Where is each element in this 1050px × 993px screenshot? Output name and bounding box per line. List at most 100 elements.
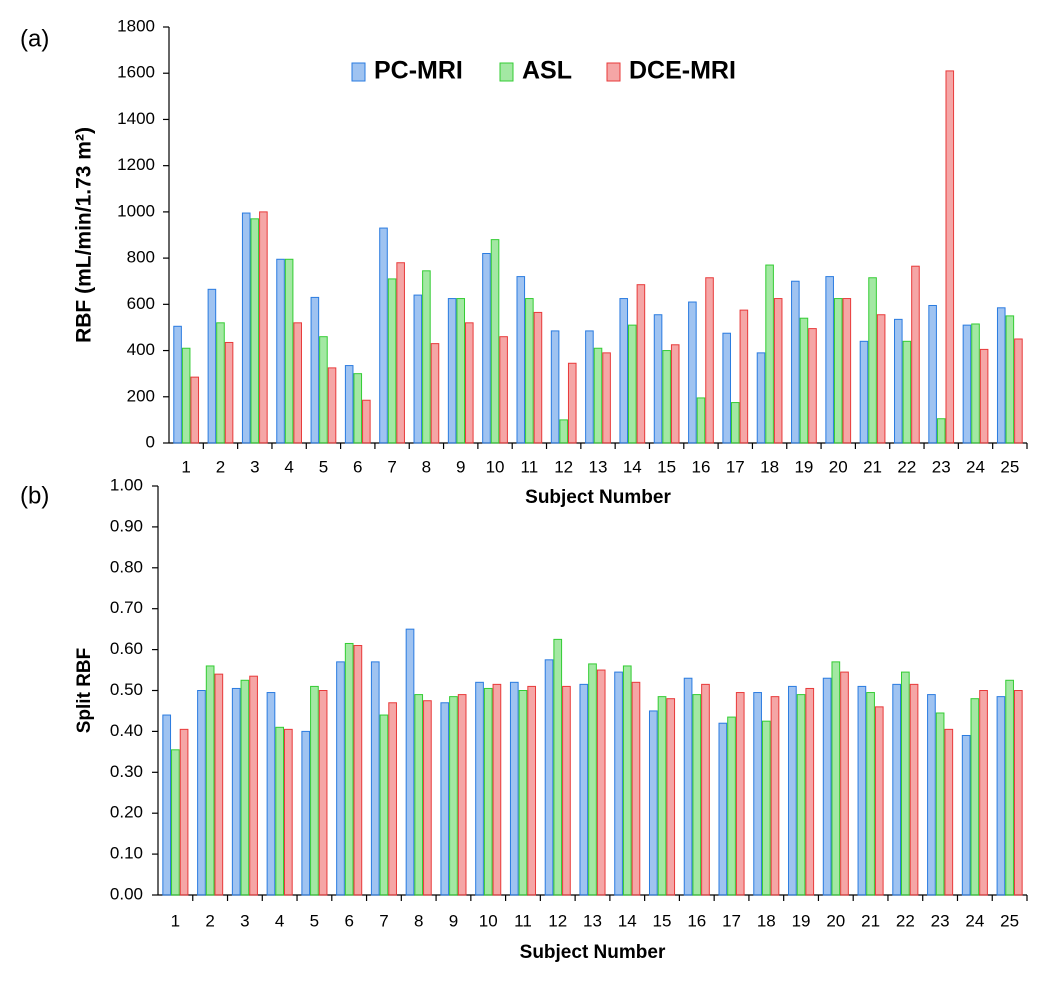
- bar: [657, 696, 667, 896]
- bar: [900, 671, 910, 896]
- bar: [935, 712, 945, 896]
- bar: [874, 706, 884, 896]
- bar: [911, 265, 920, 444]
- bar: [241, 212, 251, 444]
- x-tick-label: 12: [548, 911, 567, 930]
- bar: [319, 336, 328, 444]
- bar: [414, 694, 424, 896]
- bar: [662, 350, 671, 444]
- bar: [173, 325, 182, 444]
- bar: [670, 344, 680, 444]
- bar: [696, 397, 706, 444]
- x-tick-label: 18: [757, 911, 776, 930]
- bar: [585, 330, 594, 444]
- x-tick-label: 13: [589, 457, 608, 476]
- bar: [622, 665, 632, 896]
- legend-swatch: [606, 62, 621, 82]
- bar: [996, 307, 1006, 444]
- bar: [928, 304, 937, 444]
- x-tick-label: 6: [353, 457, 362, 476]
- bar: [190, 376, 200, 444]
- bar: [833, 298, 843, 444]
- x-tick-label: 15: [653, 911, 672, 930]
- bar: [825, 276, 834, 444]
- bar: [692, 694, 702, 896]
- x-tick-label: 15: [657, 457, 676, 476]
- bar: [1005, 679, 1014, 896]
- y-axis-title: Split RBF: [74, 648, 95, 734]
- x-tick-label: 21: [861, 911, 880, 930]
- x-tick-label: 25: [1000, 457, 1019, 476]
- legend-label: PC-MRI: [374, 57, 463, 85]
- bar: [413, 294, 423, 444]
- legend-swatch: [351, 62, 366, 82]
- y-tick-label: 200: [127, 386, 155, 405]
- bar: [961, 734, 971, 896]
- x-tick-label: 24: [966, 457, 985, 476]
- x-tick-label: 10: [486, 457, 505, 476]
- bar: [602, 352, 611, 444]
- bar: [430, 343, 440, 444]
- chart-panel: (a) RBF (mL/min/1.73 m²) Subject Number 0 20…: [20, 16, 1028, 508]
- bar: [756, 352, 766, 444]
- bar: [567, 362, 577, 444]
- bar: [525, 298, 534, 444]
- bar: [284, 728, 293, 896]
- bar: [240, 679, 250, 896]
- bar: [562, 685, 571, 896]
- bar: [857, 685, 867, 896]
- bar: [440, 702, 450, 896]
- x-axis-title: Subject Number: [525, 487, 671, 508]
- x-tick-label: 2: [205, 911, 214, 930]
- bar: [1005, 315, 1015, 444]
- bar: [318, 690, 328, 896]
- bar: [379, 714, 389, 896]
- bar: [205, 665, 215, 896]
- x-tick-label: 3: [250, 457, 259, 476]
- x-tick-label: 19: [792, 911, 811, 930]
- bar: [1013, 690, 1023, 896]
- x-tick-label: 12: [554, 457, 573, 476]
- bar: [249, 675, 258, 896]
- bar: [894, 318, 903, 444]
- bar: [799, 317, 809, 444]
- bar: [482, 252, 491, 444]
- bar: [275, 726, 285, 896]
- bar: [909, 683, 919, 896]
- bar: [831, 661, 841, 896]
- bar: [456, 298, 466, 444]
- bar: [892, 683, 901, 896]
- bar: [518, 690, 528, 896]
- panel-label: (a): [20, 25, 49, 52]
- bar: [231, 687, 241, 896]
- y-tick-label: 0.50: [110, 680, 143, 699]
- bar: [327, 367, 337, 444]
- x-tick-label: 10: [479, 911, 498, 930]
- bar: [516, 276, 526, 444]
- bar: [868, 277, 877, 444]
- bar: [447, 298, 457, 444]
- bar: [533, 311, 543, 444]
- bar: [753, 692, 762, 896]
- bar: [1014, 338, 1023, 444]
- bar: [648, 710, 658, 896]
- bar: [718, 722, 728, 896]
- x-tick-label: 8: [422, 457, 431, 476]
- bar: [971, 323, 980, 444]
- y-tick-label: 1600: [117, 63, 155, 82]
- bar: [859, 340, 869, 444]
- bar: [259, 211, 268, 444]
- bar: [207, 288, 217, 444]
- bar: [423, 700, 432, 896]
- x-tick-label: 20: [826, 911, 845, 930]
- bar: [945, 70, 955, 444]
- bar: [370, 661, 380, 896]
- x-tick-label: 19: [794, 457, 813, 476]
- y-tick-label: 1000: [117, 201, 155, 220]
- x-tick-label: 7: [379, 911, 388, 930]
- x-tick-label: 1: [171, 911, 180, 930]
- bar: [197, 690, 206, 896]
- bar: [344, 365, 354, 444]
- x-tick-label: 9: [456, 457, 465, 476]
- bar: [788, 685, 797, 896]
